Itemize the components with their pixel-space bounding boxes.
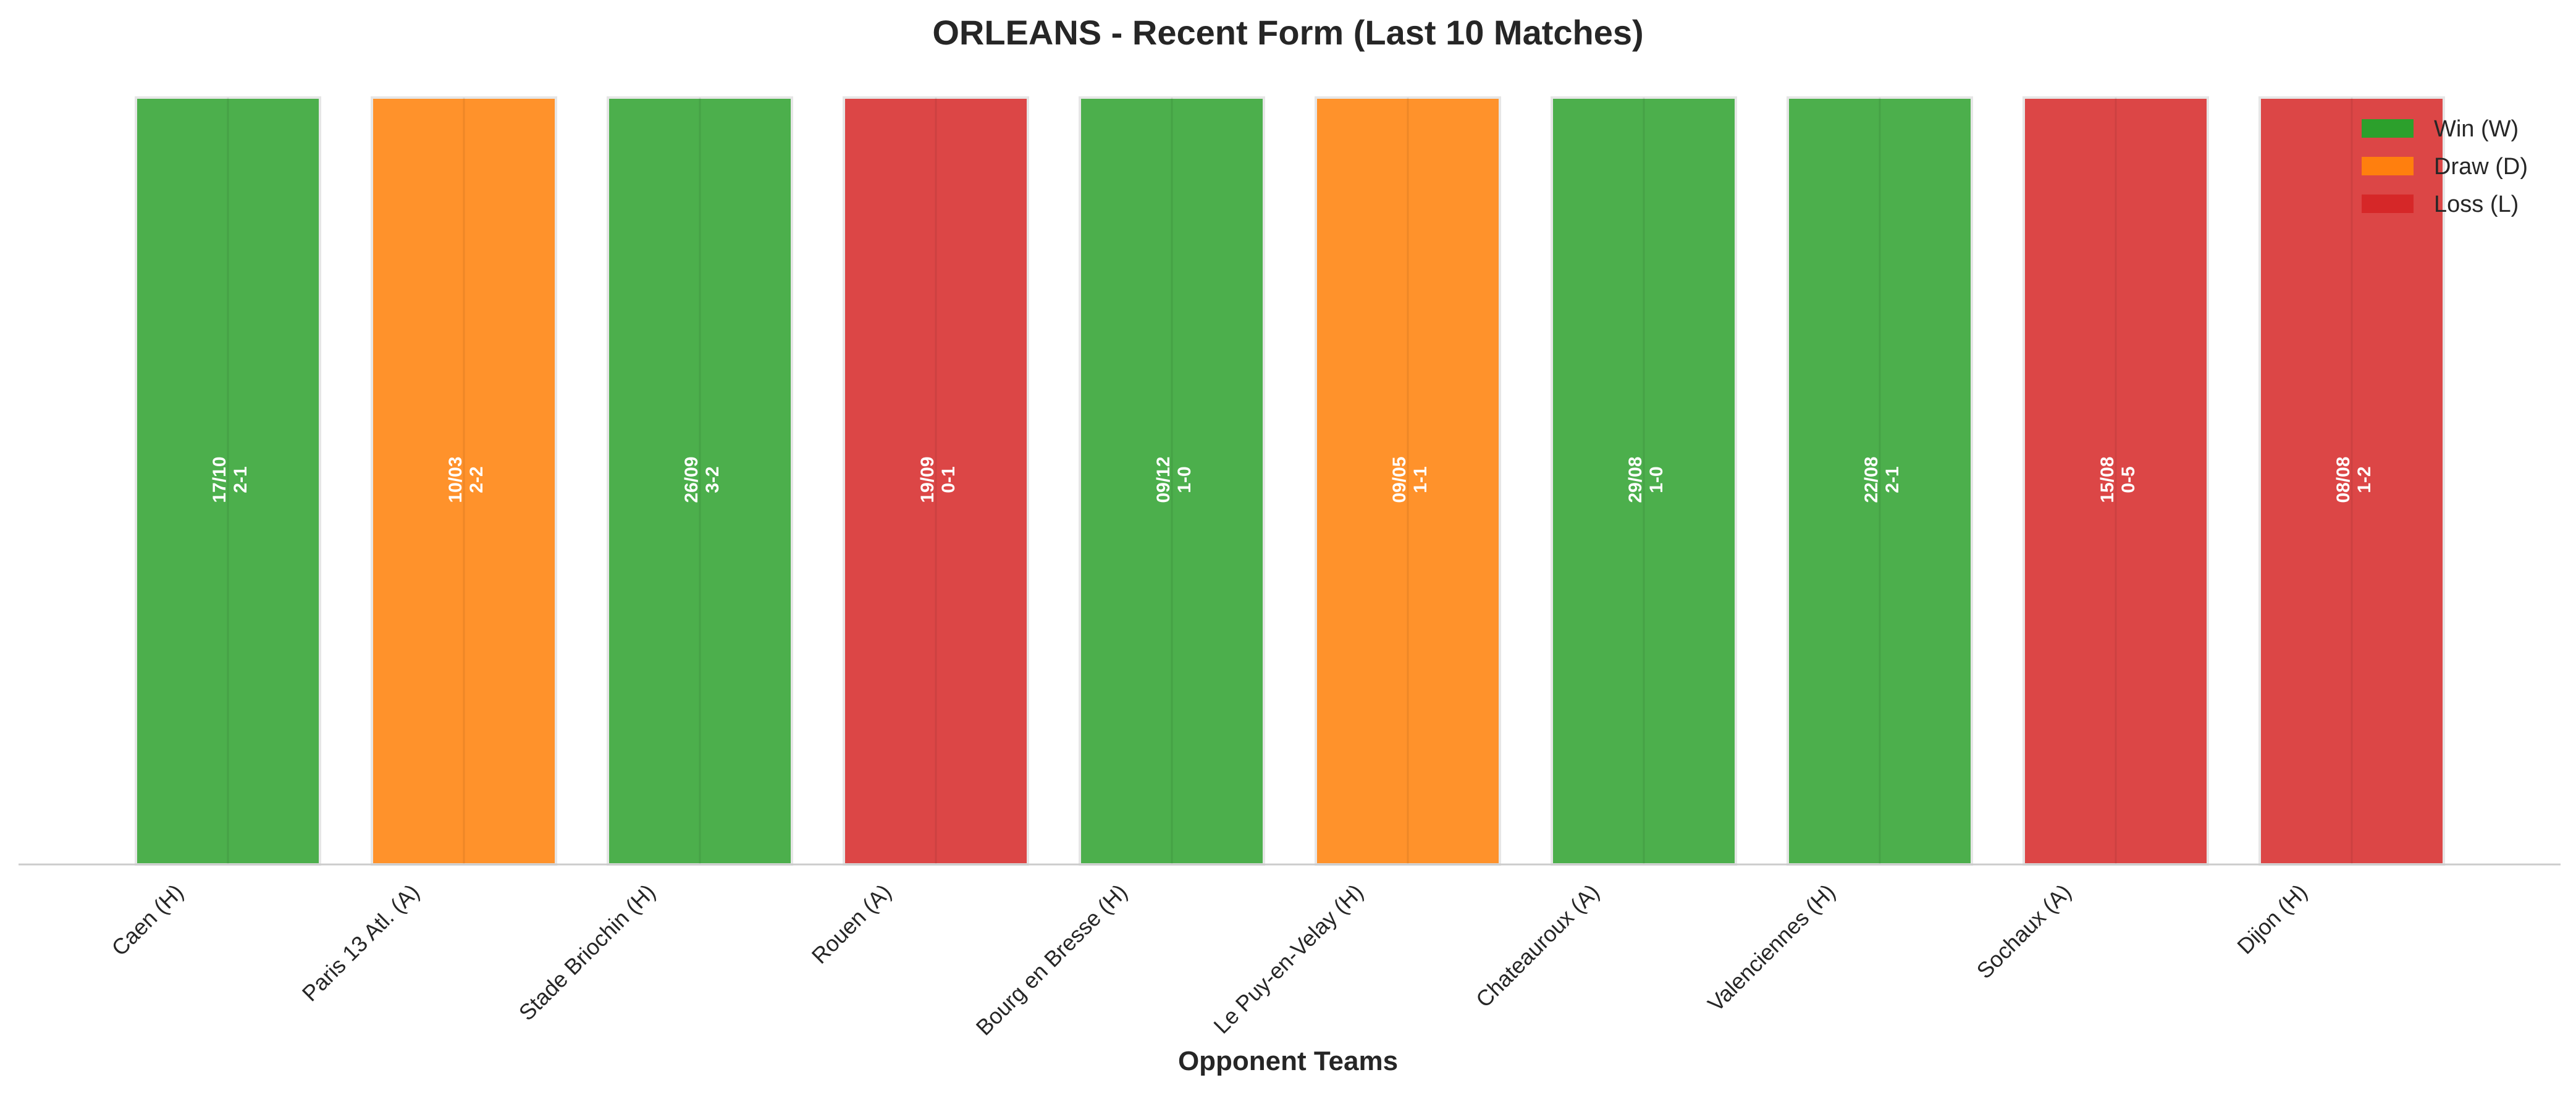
bars-layer: 17/102-1 10/032-2 26/093-2 19/090-1 09/121-0… [135,96,2445,866]
bar-label: 08/081-2 [2333,456,2375,503]
legend-item: Draw (D) [2362,154,2528,180]
legend: Win (W) Draw (D) Loss (L) [2362,116,2528,217]
bar-group: 17/102-1 [135,96,321,866]
x-tick-label: Stade Briochin (H) [514,879,660,1026]
x-tick-label: Caen (H) [106,879,188,961]
bar-group: 10/032-2 [371,96,557,866]
chart-title: ORLEANS - Recent Form (Last 10 Matches) [932,13,1643,52]
bar-date: 10/03 [445,456,466,503]
legend-swatch [2362,119,2414,138]
bar [371,96,557,866]
x-axis-label: Opponent Teams [1178,1046,1398,1076]
bar-label: 22/082-1 [1861,456,1903,503]
bar-label: 26/093-2 [681,456,723,503]
legend-label: Loss (L) [2434,191,2519,217]
bar-score: 0-5 [2118,466,2139,493]
bar-date: 08/08 [2333,456,2354,503]
bar-date: 15/08 [2097,456,2118,503]
bar-group: 15/080-5 [2022,96,2209,866]
bar-label: 09/121-0 [1153,456,1195,503]
bar-group: 08/081-2 [2258,96,2445,866]
bar-score: 2-1 [1882,466,1903,493]
bar [135,96,321,866]
legend-label: Win (W) [2434,116,2519,142]
bar-score: 1-0 [1646,466,1667,493]
bar-group: 09/121-0 [1079,96,1265,866]
bar-label: 17/102-1 [209,456,251,503]
legend-swatch [2362,195,2414,213]
bar-score: 2-1 [230,466,251,493]
bar-score: 2-2 [466,466,487,493]
bar-label: 19/090-1 [917,456,959,503]
bar-date: 26/09 [681,456,702,503]
bar-label: 09/051-1 [1389,456,1431,503]
bar [1551,96,1737,866]
legend-item: Win (W) [2362,116,2519,142]
x-tick-label: Rouen (A) [807,879,896,969]
x-tick-label: Sochaux (A) [1972,879,2076,984]
bar-score: 3-2 [702,466,723,493]
bar-label: 29/081-0 [1625,456,1667,503]
bar-score: 1-0 [1174,466,1195,493]
legend-swatch [2362,157,2414,175]
bar-date: 09/12 [1153,456,1174,503]
x-tick-label: Le Puy-en-Velay (H) [1208,879,1368,1039]
bar-group: 22/082-1 [1787,96,1973,866]
bar-score: 1-1 [1410,466,1431,493]
x-tick-label: Dijon (H) [2232,879,2312,959]
x-tick-label: Paris 13 Atl. (A) [297,879,424,1006]
x-tick-labels: Caen (H) Paris 13 Atl. (A) Stade Briochin … [106,879,2312,1040]
bar [1079,96,1265,866]
bar [2258,96,2445,866]
bar-date: 22/08 [1861,456,1882,503]
x-tick-label: Bourg en Bresse (H) [971,879,1132,1040]
bar [843,96,1029,866]
bar-date: 29/08 [1625,456,1646,503]
bar-score: 0-1 [938,466,959,493]
x-tick-label: Chateauroux (A) [1471,879,1604,1013]
bar-score: 1-2 [2354,466,2375,493]
bar-date: 17/10 [209,456,230,503]
bar [1315,96,1501,866]
bar-label: 10/032-2 [445,456,487,503]
x-tick-label: Valenciennes (H) [1703,879,1840,1016]
legend-item: Loss (L) [2362,191,2519,217]
bar-group: 29/081-0 [1551,96,1737,866]
bar-date: 19/09 [917,456,938,503]
bar-label: 15/080-5 [2097,456,2139,503]
bar-group: 09/051-1 [1315,96,1501,866]
legend-label: Draw (D) [2434,154,2528,180]
bar-group: 26/093-2 [607,96,793,866]
bar-date: 09/05 [1389,456,1410,503]
bar [607,96,793,866]
bar-group: 19/090-1 [843,96,1029,866]
